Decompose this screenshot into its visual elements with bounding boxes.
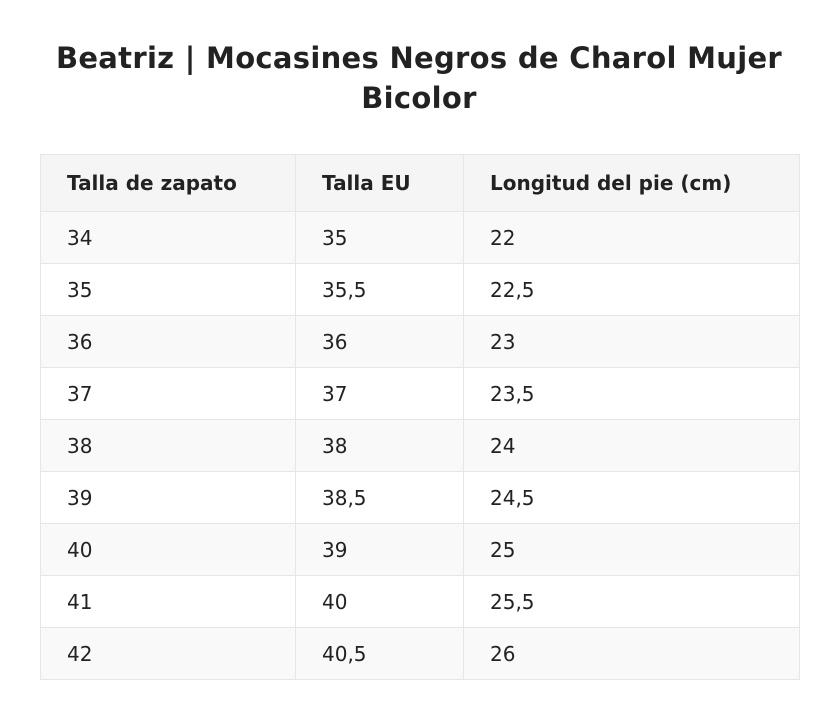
cell-eu-size: 36 <box>295 315 464 368</box>
cell-shoe-size: 34 <box>40 211 296 264</box>
table-row: 42 40,5 26 <box>40 627 800 680</box>
cell-shoe-size: 36 <box>40 315 296 368</box>
cell-foot-length: 23,5 <box>463 367 800 420</box>
cell-foot-length: 25,5 <box>463 575 800 628</box>
cell-foot-length: 22,5 <box>463 263 800 316</box>
cell-foot-length: 24,5 <box>463 471 800 524</box>
cell-foot-length: 26 <box>463 627 800 680</box>
cell-eu-size: 35 <box>295 211 464 264</box>
table-row: 40 39 25 <box>40 523 800 576</box>
table-row: 34 35 22 <box>40 211 800 264</box>
size-chart-table: Talla de zapato Talla EU Longitud del pi… <box>40 154 800 680</box>
table-row: 37 37 23,5 <box>40 367 800 420</box>
cell-foot-length: 23 <box>463 315 800 368</box>
cell-shoe-size: 39 <box>40 471 296 524</box>
cell-foot-length: 24 <box>463 419 800 472</box>
cell-shoe-size: 40 <box>40 523 296 576</box>
page-title: Beatriz | Mocasines Negros de Charol Muj… <box>55 41 783 115</box>
header-shoe-size: Talla de zapato <box>40 154 296 212</box>
cell-shoe-size: 38 <box>40 419 296 472</box>
cell-eu-size: 38,5 <box>295 471 464 524</box>
cell-eu-size: 40,5 <box>295 627 464 680</box>
table-row: 36 36 23 <box>40 315 800 368</box>
cell-eu-size: 35,5 <box>295 263 464 316</box>
header-foot-length: Longitud del pie (cm) <box>463 154 800 212</box>
table-row: 41 40 25,5 <box>40 575 800 628</box>
cell-foot-length: 25 <box>463 523 800 576</box>
table-row: 38 38 24 <box>40 419 800 472</box>
cell-eu-size: 39 <box>295 523 464 576</box>
table-row: 39 38,5 24,5 <box>40 471 800 524</box>
cell-shoe-size: 42 <box>40 627 296 680</box>
cell-shoe-size: 41 <box>40 575 296 628</box>
cell-eu-size: 38 <box>295 419 464 472</box>
header-eu-size: Talla EU <box>295 154 464 212</box>
table-row: 35 35,5 22,5 <box>40 263 800 316</box>
cell-shoe-size: 35 <box>40 263 296 316</box>
cell-shoe-size: 37 <box>40 367 296 420</box>
cell-eu-size: 37 <box>295 367 464 420</box>
cell-eu-size: 40 <box>295 575 464 628</box>
table-header-row: Talla de zapato Talla EU Longitud del pi… <box>40 154 800 212</box>
cell-foot-length: 22 <box>463 211 800 264</box>
